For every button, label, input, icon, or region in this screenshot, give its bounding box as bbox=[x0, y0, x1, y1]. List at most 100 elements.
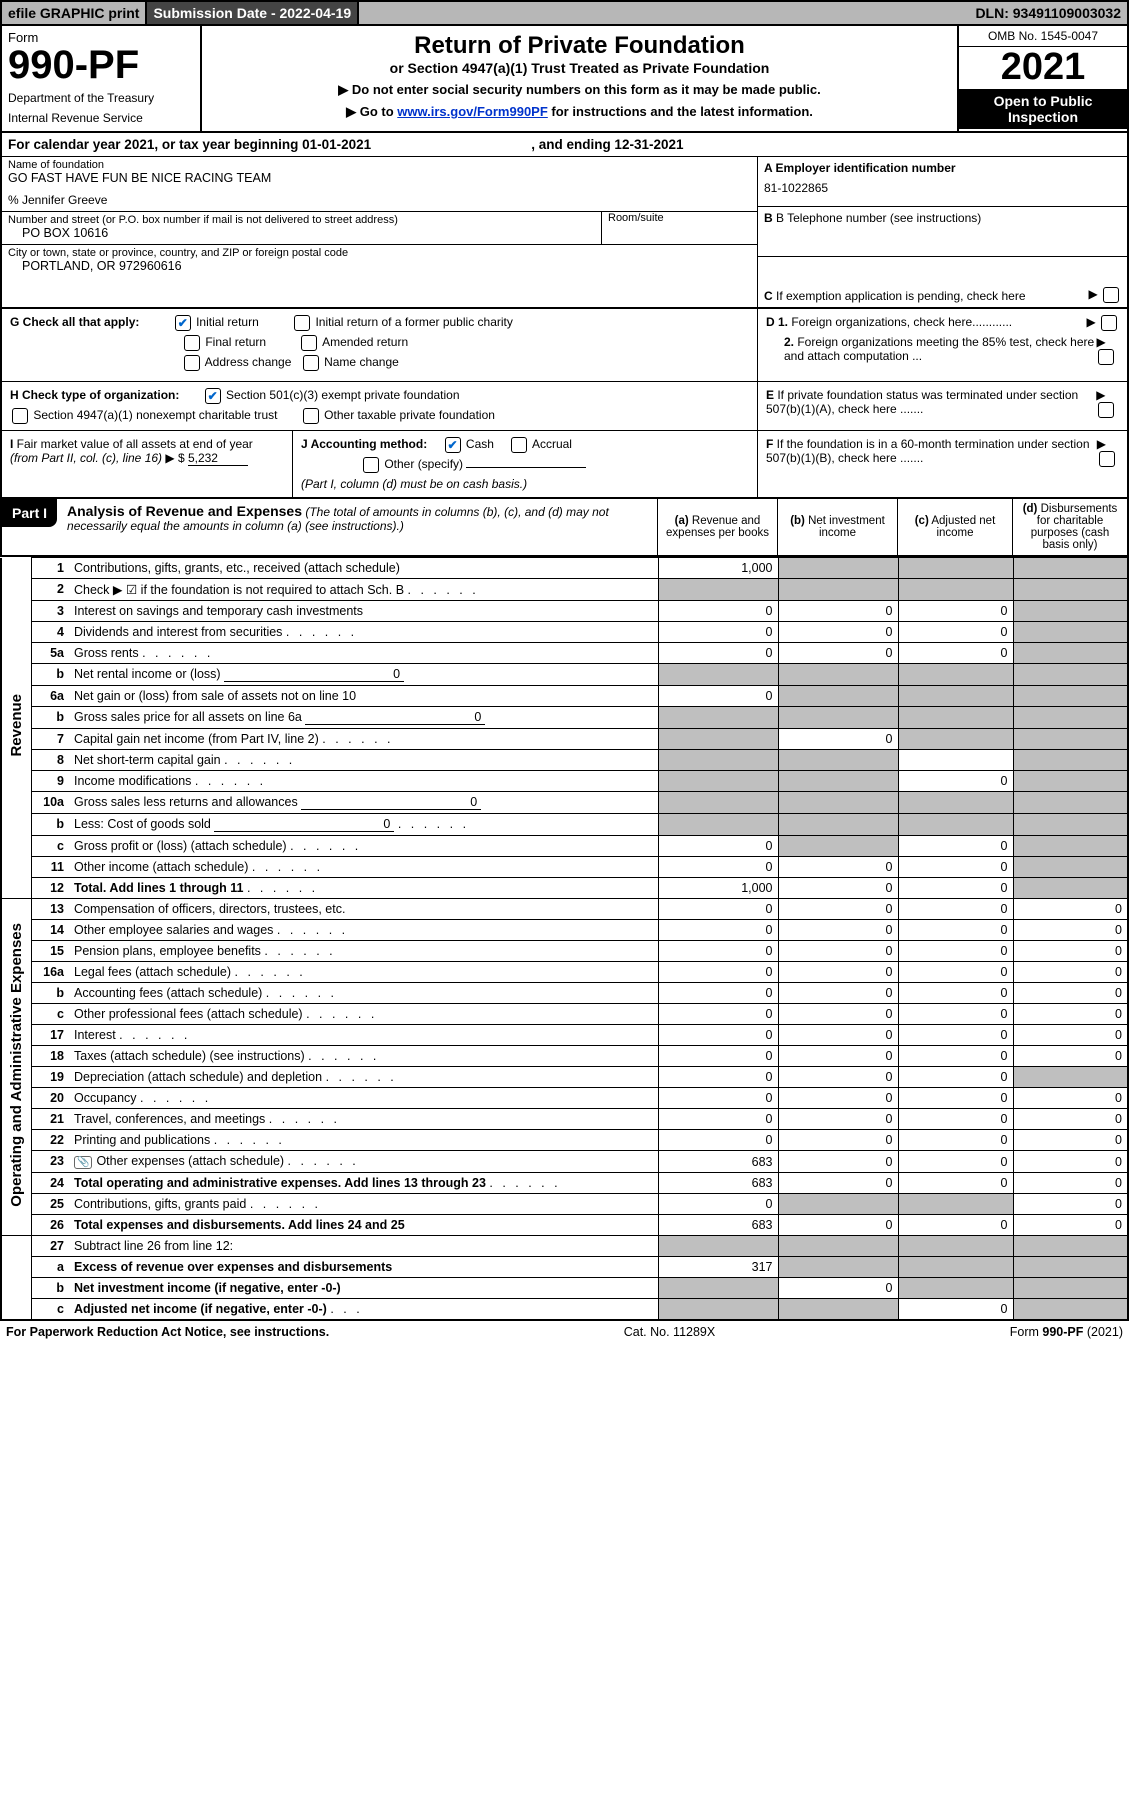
checkbox-4947[interactable] bbox=[12, 408, 28, 424]
form-title: Return of Private Foundation bbox=[212, 32, 947, 60]
checkbox-initial-former[interactable] bbox=[294, 315, 310, 331]
dln-label: DLN: 93491109003032 bbox=[969, 2, 1127, 24]
col-a-header: (a) Revenue and expenses per books bbox=[657, 499, 777, 555]
checkbox-f[interactable] bbox=[1099, 451, 1115, 467]
g-namechg: Name change bbox=[324, 355, 399, 369]
row-4: 4 Dividends and interest from securities… bbox=[1, 622, 1128, 643]
pending-cell: C If exemption application is pending, c… bbox=[758, 257, 1127, 307]
foundation-name: GO FAST HAVE FUN BE NICE RACING TEAM bbox=[8, 171, 751, 185]
dept-treasury: Department of the Treasury bbox=[8, 91, 194, 105]
g-initial: Initial return bbox=[196, 315, 259, 329]
part1-header: Part I Analysis of Revenue and Expenses … bbox=[0, 499, 1129, 557]
foundation-name-cell: Name of foundation GO FAST HAVE FUN BE N… bbox=[2, 157, 757, 212]
g-final: Final return bbox=[205, 335, 266, 349]
checkbox-final[interactable] bbox=[184, 335, 200, 351]
row-5a: 5a Gross rents . . . . . . 000 bbox=[1, 643, 1128, 664]
care-of: % Jennifer Greeve bbox=[8, 193, 751, 207]
col-d-header: (d) Disbursements for charitable purpose… bbox=[1012, 499, 1127, 555]
checkbox-cash[interactable]: ✔ bbox=[445, 437, 461, 453]
row-25: 25 Contributions, gifts, grants paid . .… bbox=[1, 1194, 1128, 1215]
calendar-year-row: For calendar year 2021, or tax year begi… bbox=[0, 133, 1129, 157]
form-header-right: OMB No. 1545-0047 2021 Open to Public In… bbox=[957, 26, 1127, 131]
cal-ending: , and ending 12-31-2021 bbox=[531, 137, 683, 152]
efile-label: efile GRAPHIC print bbox=[2, 2, 147, 24]
row-17: 17 Interest . . . . . . 0000 bbox=[1, 1025, 1128, 1046]
g-amended: Amended return bbox=[322, 335, 408, 349]
section-h: H Check type of organization: ✔ Section … bbox=[2, 382, 757, 430]
instr2-post: for instructions and the latest informat… bbox=[548, 104, 813, 119]
checkbox-amended[interactable] bbox=[301, 335, 317, 351]
row-3: 3 Interest on savings and temporary cash… bbox=[1, 601, 1128, 622]
address-cell: Number and street (or P.O. box number if… bbox=[2, 212, 757, 245]
city: PORTLAND, OR 972960616 bbox=[8, 259, 751, 273]
open-line2: Inspection bbox=[1008, 109, 1078, 125]
ein: 81-1022865 bbox=[764, 181, 1121, 195]
h-label: H Check type of organization: bbox=[10, 388, 179, 402]
open-line1: Open to Public bbox=[994, 93, 1093, 109]
omb-number: OMB No. 1545-0047 bbox=[959, 26, 1127, 47]
page-footer: For Paperwork Reduction Act Notice, see … bbox=[0, 1321, 1129, 1343]
checkbox-initial[interactable]: ✔ bbox=[175, 315, 191, 331]
submission-date: Submission Date - 2022-04-19 bbox=[147, 2, 359, 24]
checkbox-addrchg[interactable] bbox=[184, 355, 200, 371]
row-27c: c Adjusted net income (if negative, ente… bbox=[1, 1299, 1128, 1321]
row-10a: 10a Gross sales less returns and allowan… bbox=[1, 792, 1128, 814]
row-15: 15 Pension plans, employee benefits . . … bbox=[1, 941, 1128, 962]
instr2-pre: ▶ Go to bbox=[346, 104, 397, 119]
g-addrchg: Address change bbox=[205, 355, 292, 369]
footer-right: Form 990-PF (2021) bbox=[1010, 1325, 1123, 1339]
row-b: b Accounting fees (attach schedule) . . … bbox=[1, 983, 1128, 1004]
tax-year: 2021 bbox=[959, 47, 1127, 89]
open-to-public: Open to Public Inspection bbox=[959, 89, 1127, 129]
form990pf-link[interactable]: www.irs.gov/Form990PF bbox=[397, 104, 548, 119]
row-27a: a Excess of revenue over expenses and di… bbox=[1, 1257, 1128, 1278]
form-header-left: Form 990-PF Department of the Treasury I… bbox=[2, 26, 202, 131]
section-f: F If the foundation is in a 60-month ter… bbox=[757, 431, 1127, 497]
expenses-label: Operating and Administrative Expenses bbox=[1, 899, 31, 1236]
section-j: J Accounting method: ✔ Cash Accrual Othe… bbox=[292, 431, 757, 497]
row-c: c Gross profit or (loss) (attach schedul… bbox=[1, 836, 1128, 857]
footer-left: For Paperwork Reduction Act Notice, see … bbox=[6, 1325, 329, 1339]
form-header: Form 990-PF Department of the Treasury I… bbox=[0, 26, 1129, 133]
row-22: 22 Printing and publications . . . . . .… bbox=[1, 1130, 1128, 1151]
form-header-center: Return of Private Foundation or Section … bbox=[202, 26, 957, 131]
f-label: F If the foundation is in a 60-month ter… bbox=[766, 437, 1097, 467]
row-20: 20 Occupancy . . . . . . 0000 bbox=[1, 1088, 1128, 1109]
checkbox-d2[interactable] bbox=[1098, 349, 1114, 365]
checkbox-namechg[interactable] bbox=[303, 355, 319, 371]
row-23: 23 📎Other expenses (attach schedule) . .… bbox=[1, 1151, 1128, 1173]
address-label: Number and street (or P.O. box number if… bbox=[8, 214, 601, 226]
checkbox-other-taxable[interactable] bbox=[303, 408, 319, 424]
address: PO BOX 10616 bbox=[8, 226, 601, 240]
section-d: D 1. Foreign organizations, check here..… bbox=[757, 309, 1127, 381]
row-c: c Other professional fees (attach schedu… bbox=[1, 1004, 1128, 1025]
checkbox-c[interactable] bbox=[1103, 287, 1119, 303]
row-8: 8 Net short-term capital gain . . . . . … bbox=[1, 750, 1128, 771]
g-label: G Check all that apply: bbox=[10, 315, 139, 329]
g-initial-former: Initial return of a former public charit… bbox=[315, 315, 512, 329]
topbar-spacer bbox=[359, 2, 969, 24]
e-label: E If private foundation status was termi… bbox=[766, 388, 1096, 418]
j-note: (Part I, column (d) must be on cash basi… bbox=[301, 477, 527, 491]
col-c-header: (c) Adjusted net income bbox=[897, 499, 1012, 555]
checkbox-d1[interactable] bbox=[1101, 315, 1117, 331]
row-26: 26 Total expenses and disbursements. Add… bbox=[1, 1215, 1128, 1236]
checkbox-accrual[interactable] bbox=[511, 437, 527, 453]
instr-line2: ▶ Go to www.irs.gov/Form990PF for instru… bbox=[212, 104, 947, 120]
row-7: 7 Capital gain net income (from Part IV,… bbox=[1, 729, 1128, 750]
row-14: 14 Other employee salaries and wages . .… bbox=[1, 920, 1128, 941]
row-6a: 6a Net gain or (loss) from sale of asset… bbox=[1, 686, 1128, 707]
checkbox-e[interactable] bbox=[1098, 402, 1114, 418]
row-gd: G Check all that apply: ✔ Initial return… bbox=[0, 309, 1129, 382]
instr-line1: ▶ Do not enter social security numbers o… bbox=[212, 82, 947, 98]
j-accrual: Accrual bbox=[532, 437, 572, 451]
revenue-label: Revenue bbox=[1, 558, 31, 899]
h-4947: Section 4947(a)(1) nonexempt charitable … bbox=[33, 408, 277, 422]
ein-label: A Employer identification number bbox=[764, 161, 1121, 175]
checkbox-501c3[interactable]: ✔ bbox=[205, 388, 221, 404]
room-label: Room/suite bbox=[608, 212, 751, 224]
pending-label: C If exemption application is pending, c… bbox=[764, 289, 1026, 303]
fmv-value: 5,232 bbox=[188, 451, 248, 466]
section-i: I Fair market value of all assets at end… bbox=[2, 431, 292, 497]
checkbox-other-method[interactable] bbox=[363, 457, 379, 473]
